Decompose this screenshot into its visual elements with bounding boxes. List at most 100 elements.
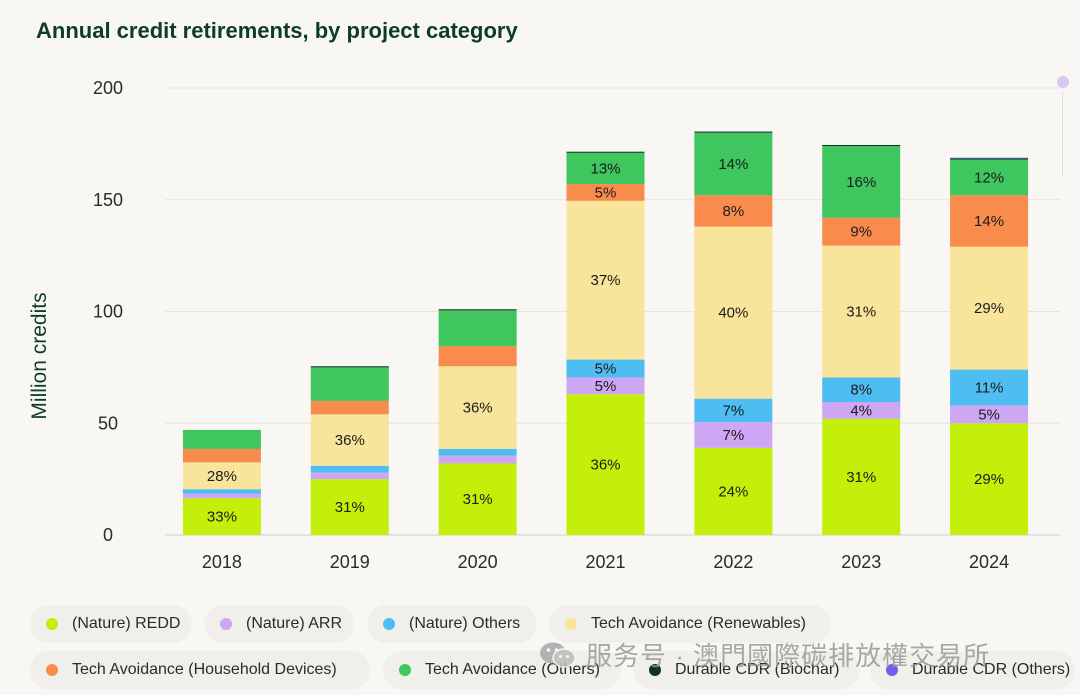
legend-label: Tech Avoidance (Renewables): [591, 615, 806, 632]
bar-data-label: 11%: [975, 379, 1004, 396]
bar-segment: [950, 157, 1029, 159]
bar-segment: [566, 151, 645, 153]
watermark-text: 服务号 · 澳門國際碳排放權交易所: [586, 641, 991, 671]
y-tick-label: 0: [103, 525, 113, 545]
x-tick-label: 2022: [713, 552, 753, 572]
bar-segment: [950, 246, 1029, 370]
legend-label: Tech Avoidance (Household Devices): [72, 661, 337, 678]
legend-swatch: [399, 664, 411, 676]
bar-segment: [438, 448, 517, 456]
wechat-icon: [540, 642, 576, 668]
bar-segment: [950, 369, 1029, 406]
bar-segment: [950, 158, 1029, 160]
y-axis-label: Million credits: [28, 292, 51, 419]
bar-data-label: 31%: [463, 491, 493, 508]
bar-segment: [694, 226, 773, 399]
bar-segment: [310, 400, 389, 415]
bar-data-label: 36%: [335, 432, 365, 449]
bar-data-label: 9%: [850, 224, 872, 241]
bar-data-label: 28%: [207, 468, 237, 485]
bar-segment: [822, 146, 901, 218]
bars: [182, 131, 1029, 535]
watermark: 服务号 · 澳門國際碳排放權交易所: [538, 636, 990, 673]
bar-segment: [694, 447, 773, 535]
bar-data-label: 36%: [463, 400, 493, 417]
bar-segment: [310, 367, 389, 401]
bar-segment: [438, 366, 517, 449]
bar-segment: [694, 422, 773, 448]
bar-segment: [566, 359, 645, 378]
bar-segment: [438, 310, 517, 347]
chart-title: Annual credit retirements, by project ca…: [36, 18, 518, 43]
bar-data-label: 29%: [974, 300, 1004, 317]
bar-data-label: 5%: [595, 360, 617, 377]
legend-swatch: [565, 618, 577, 630]
bar-data-label: 12%: [974, 169, 1004, 186]
bar-segment: [694, 195, 773, 227]
bar-segment: [310, 414, 389, 466]
scroll-track[interactable]: [1062, 92, 1063, 177]
legend-item: Durable CDR (Biochar): [633, 651, 860, 689]
bar-data-label: 4%: [850, 402, 872, 419]
bar-data-label: 31%: [335, 499, 365, 516]
bar-data-label: 5%: [978, 406, 1000, 423]
legend-label: Tech Avoidance (Others): [425, 661, 600, 678]
y-tick-label: 150: [93, 190, 123, 210]
legend-label: (Nature) ARR: [246, 615, 343, 632]
bar-data-label: 8%: [850, 382, 872, 399]
legend-label: Durable CDR (Others): [912, 661, 1071, 678]
bar-data-label: 13%: [590, 160, 620, 177]
legend-label: (Nature) Others: [409, 615, 521, 632]
legend-item: Tech Avoidance (Renewables): [549, 605, 831, 643]
bar-segment: [310, 366, 389, 368]
bar-segment: [822, 402, 901, 419]
bar-data-label: 37%: [590, 272, 620, 289]
bar-segment: [566, 200, 645, 360]
bar-segment: [438, 309, 517, 311]
bar-segment: [310, 479, 389, 535]
bar-segment: [182, 448, 261, 463]
bar-segment: [694, 131, 773, 133]
bar-data-label: 5%: [595, 378, 617, 395]
bar-segment: [950, 159, 1029, 196]
bar-segment: [566, 394, 645, 535]
legend-item: (Nature) REDD: [30, 605, 192, 643]
legend-item: Durable CDR (Others): [870, 651, 1075, 689]
bar-segment: [694, 132, 773, 196]
bar-data-label: 24%: [718, 483, 748, 500]
bar-segment: [438, 455, 517, 464]
bar-segment: [310, 465, 389, 473]
bar-segment: [566, 377, 645, 395]
legend-swatch: [46, 618, 58, 630]
bar-segment: [566, 152, 645, 185]
bar-data-label: 8%: [723, 203, 745, 220]
x-tick-label: 2019: [330, 552, 370, 572]
legend-item: (Nature) Others: [367, 605, 537, 643]
bar-data-label: 40%: [718, 305, 748, 322]
bar-data-label: 14%: [718, 156, 748, 173]
x-tick-label: 2021: [585, 552, 625, 572]
bar-data-label: 29%: [974, 471, 1004, 488]
legend-swatch: [46, 664, 58, 676]
bar-data-label: 31%: [846, 469, 876, 486]
bar-segment: [950, 195, 1029, 247]
bar-segment: [950, 405, 1029, 424]
scroll-handle[interactable]: [1057, 76, 1069, 88]
bar-data-label: 5%: [595, 184, 617, 201]
bar-segment: [438, 346, 517, 367]
y-axis-ticks: 0 50 100 150 200: [93, 78, 123, 545]
bar-segment: [694, 398, 773, 423]
bar-data-label: 36%: [590, 457, 620, 474]
legend-swatch: [220, 618, 232, 630]
bar-segment: [182, 498, 261, 535]
x-tick-label: 2023: [841, 552, 881, 572]
legend-swatch: [383, 618, 395, 630]
legend-label: (Nature) REDD: [72, 615, 181, 632]
bar-labels: 33%28%31%36%31%36%36%5%5%37%5%13%24%7%7%…: [207, 156, 1004, 526]
legend-item: Tech Avoidance (Others): [383, 651, 621, 689]
legend-item: (Nature) ARR: [204, 605, 354, 643]
bar-data-label: 33%: [207, 509, 237, 526]
bar-segment: [822, 217, 901, 246]
bar-data-label: 31%: [846, 304, 876, 321]
bar-segment: [822, 245, 901, 378]
